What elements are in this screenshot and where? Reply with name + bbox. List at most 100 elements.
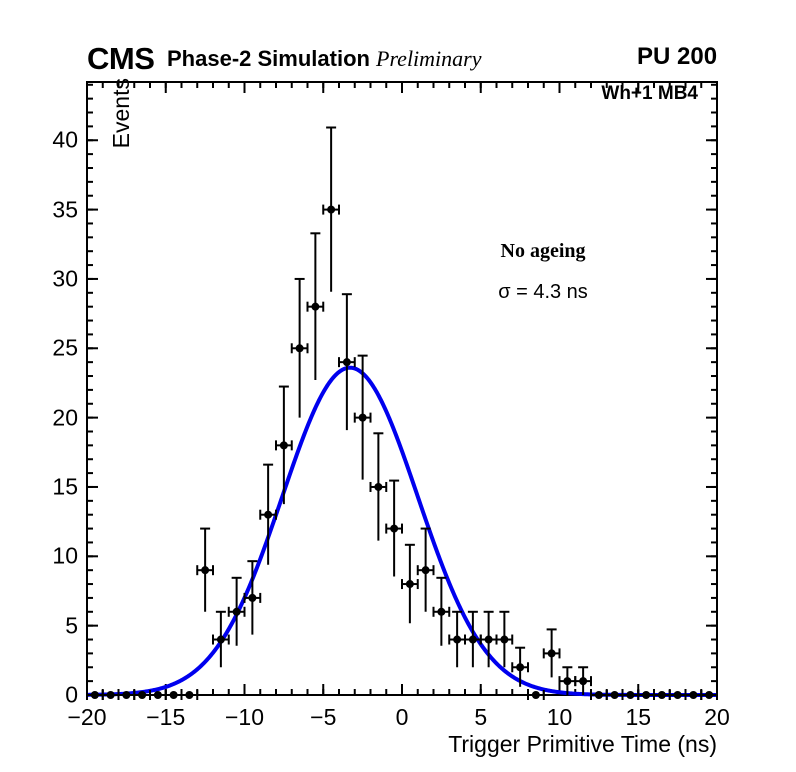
data-marker — [138, 691, 147, 699]
chamber-label: Wh+1 MB4 — [601, 83, 698, 104]
data-point — [322, 126, 340, 292]
y-tick-label: 20 — [52, 404, 78, 431]
data-point — [401, 543, 419, 624]
sigma-annotation: σ = 4.3 ns — [498, 281, 588, 303]
data-marker — [500, 635, 509, 644]
data-marker — [232, 607, 241, 616]
data-point — [590, 690, 608, 700]
x-axis-title: Trigger Primitive Time (ns) — [448, 731, 717, 757]
x-tick-label: 0 — [395, 704, 409, 730]
data-marker — [374, 482, 383, 491]
y-tick-label: 30 — [52, 265, 78, 292]
data-marker — [516, 663, 525, 672]
data-marker — [437, 607, 446, 616]
x-tick-label: −20 — [67, 704, 107, 730]
data-marker — [531, 691, 540, 699]
data-point — [511, 646, 529, 687]
data-marker — [453, 635, 462, 644]
plot-frame — [86, 81, 718, 696]
data-marker — [657, 691, 666, 699]
ageing-annotation: No ageing — [500, 240, 586, 262]
data-marker — [610, 691, 619, 699]
data-marker — [421, 566, 430, 575]
data-marker — [295, 344, 304, 353]
data-point — [605, 690, 624, 700]
data-point — [86, 690, 104, 700]
data-marker — [547, 649, 556, 658]
data-point — [432, 576, 451, 646]
data-marker — [626, 691, 635, 699]
y-tick-label: 35 — [52, 196, 78, 223]
y-tick-label: 15 — [52, 473, 78, 500]
x-tick-label: 10 — [546, 704, 573, 730]
data-marker — [279, 441, 288, 450]
data-point — [212, 610, 230, 668]
data-marker — [705, 691, 714, 699]
data-marker — [358, 413, 367, 422]
data-marker — [122, 691, 131, 699]
data-point — [369, 432, 388, 541]
y-tick-label: 10 — [52, 542, 78, 569]
data-marker — [106, 691, 115, 699]
data-point — [306, 232, 325, 381]
data-point — [542, 628, 561, 678]
data-point — [101, 690, 120, 700]
phase2-simulation-label: Phase-2 Simulation — [167, 46, 370, 71]
data-point — [385, 479, 403, 577]
y-tick-label: 25 — [52, 334, 78, 361]
data-marker — [390, 524, 399, 533]
data-point — [653, 690, 671, 700]
data-point — [574, 666, 592, 695]
data-point — [275, 385, 293, 505]
data-marker — [264, 510, 273, 519]
data-marker — [185, 691, 194, 699]
y-tick-label: 5 — [65, 612, 78, 639]
data-point — [338, 293, 356, 431]
data-point — [416, 527, 435, 612]
data-marker — [468, 635, 477, 644]
data-point — [668, 690, 687, 700]
x-tick-label: −5 — [310, 704, 337, 730]
data-point — [448, 610, 466, 668]
x-tick-label: 20 — [704, 704, 730, 730]
x-tick-label: −10 — [224, 704, 265, 730]
data-marker — [248, 593, 257, 602]
data-marker — [311, 302, 320, 311]
data-point — [479, 610, 498, 668]
preliminary-label: Preliminary — [376, 46, 482, 71]
data-marker — [201, 566, 210, 575]
data-marker — [484, 635, 493, 644]
data-marker — [689, 691, 698, 699]
data-marker — [169, 691, 178, 699]
data-marker — [216, 635, 225, 644]
data-marker — [405, 580, 414, 589]
data-marker — [642, 691, 651, 699]
cms-logo: CMS — [87, 41, 155, 76]
y-tick-label: 0 — [65, 681, 78, 708]
data-marker — [327, 205, 336, 214]
data-marker — [153, 691, 162, 699]
data-point — [558, 666, 577, 695]
data-point — [164, 690, 183, 700]
data-point — [621, 690, 640, 700]
x-tick-label: 5 — [474, 704, 488, 730]
data-point — [227, 576, 246, 646]
data-marker — [594, 691, 603, 699]
data-marker — [90, 691, 99, 699]
data-point — [180, 690, 199, 700]
data-marker — [563, 677, 572, 686]
data-point — [637, 690, 655, 700]
data-point — [527, 690, 545, 700]
data-point — [290, 277, 309, 418]
y-tick-label: 40 — [52, 126, 78, 153]
data-point — [495, 610, 514, 668]
data-marker — [579, 677, 588, 686]
data-point — [243, 560, 262, 635]
data-marker — [342, 358, 351, 367]
data-marker — [673, 691, 682, 699]
data-point — [684, 690, 703, 700]
data-point — [259, 463, 277, 565]
x-tick-label: 15 — [625, 704, 652, 730]
